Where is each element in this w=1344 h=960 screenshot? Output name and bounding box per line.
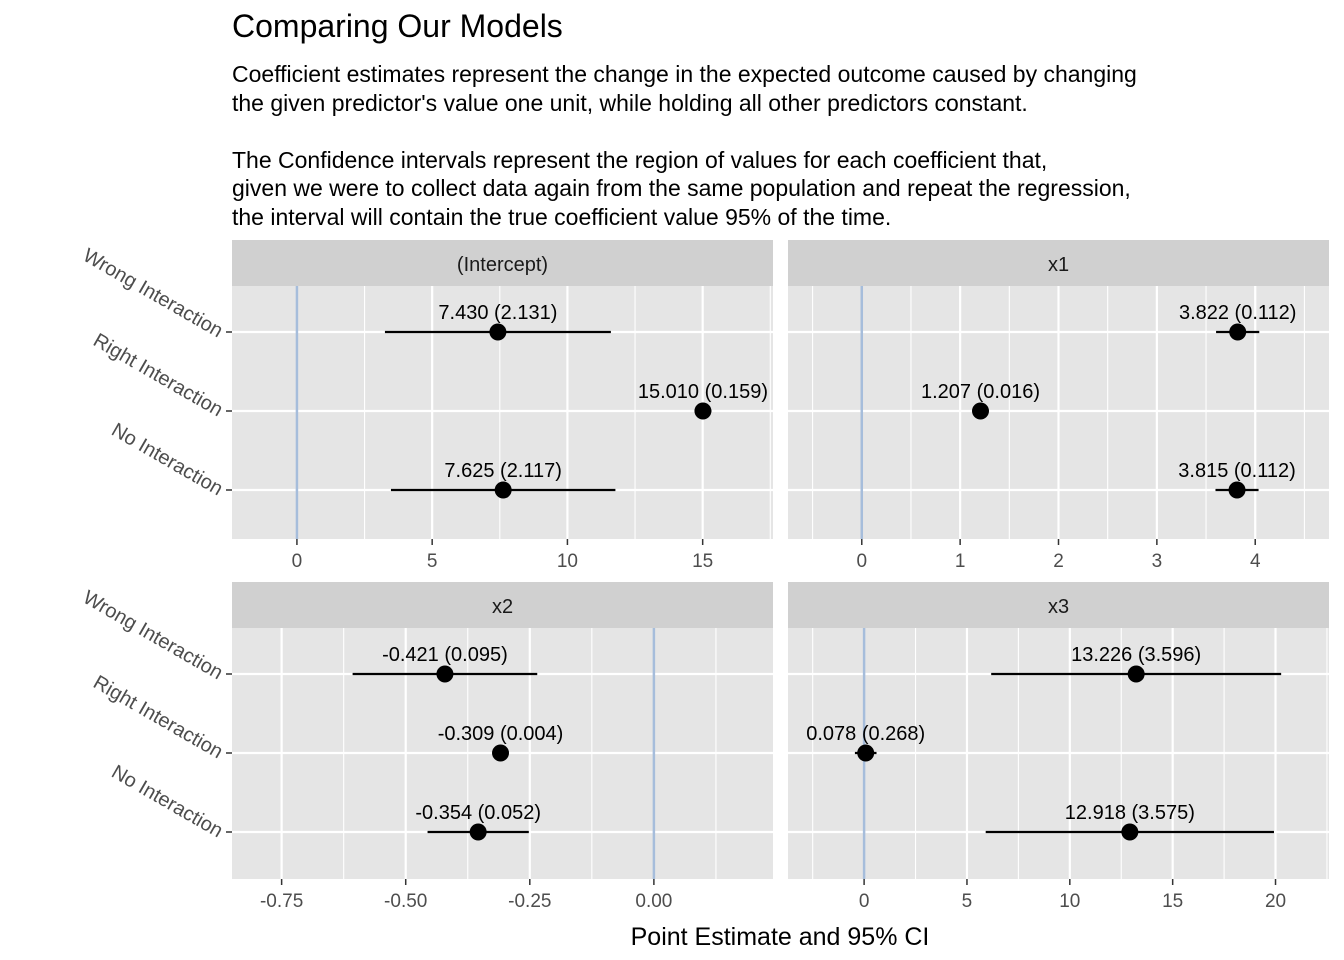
facet-strip (232, 240, 773, 286)
chart-subtitle: Coefficient estimates represent the chan… (232, 60, 1137, 231)
point-estimate (436, 665, 454, 683)
point-estimate (492, 744, 510, 762)
data-label: 12.918 (3.575) (1065, 802, 1195, 824)
x-tick-label: 3 (1152, 551, 1163, 572)
data-label: 7.625 (2.117) (444, 460, 562, 482)
y-tick-label: No Interaction (108, 419, 227, 500)
x-tick-label: 20 (1265, 891, 1286, 912)
y-tick-label: Wrong Interaction (79, 587, 226, 685)
point-estimate (694, 402, 712, 420)
subtitle-line: Coefficient estimates represent the chan… (232, 61, 1137, 87)
point-estimate (469, 823, 487, 841)
facet-title: x3 (1048, 596, 1069, 618)
x-tick-label: 2 (1053, 551, 1064, 572)
x-tick-label: -0.25 (508, 891, 551, 912)
data-label: -0.354 (0.052) (415, 802, 541, 824)
subtitle-line: given we were to collect data again from… (232, 175, 1131, 201)
point-estimate (1228, 481, 1246, 499)
data-label: 13.226 (3.596) (1071, 644, 1201, 666)
subtitle-line: the interval will contain the true coeff… (232, 203, 892, 230)
data-label: -0.309 (0.004) (438, 723, 564, 745)
x-tick-label: 15 (692, 551, 713, 572)
data-label: 1.207 (0.016) (921, 381, 1040, 403)
facet-title: x1 (1048, 254, 1069, 276)
x-tick-label: 0.00 (635, 891, 672, 912)
facet-strip (232, 582, 773, 628)
x-tick-label: 15 (1162, 891, 1183, 912)
point-estimate (1127, 665, 1145, 683)
data-label: 15.010 (0.159) (638, 381, 768, 403)
facet-title: x2 (492, 596, 513, 618)
x-tick-label: 4 (1250, 551, 1261, 572)
point-estimate (489, 323, 507, 341)
facet-title: (Intercept) (457, 254, 548, 276)
point-estimate (971, 402, 989, 420)
x-tick-label: 0 (856, 551, 867, 572)
x-tick-label: 0 (859, 891, 870, 912)
x-axis-title: Point Estimate and 95% CI (631, 923, 930, 951)
facet-strip (788, 240, 1329, 286)
data-label: 3.822 (0.112) (1179, 302, 1297, 324)
facet-strip (788, 582, 1329, 628)
point-estimate (857, 744, 875, 762)
point-estimate (1229, 323, 1247, 341)
x-tick-label: 0 (292, 551, 303, 572)
y-tick-label: Wrong Interaction (79, 245, 226, 343)
y-tick-label: Right Interaction (89, 329, 226, 421)
subtitle-line: The Confidence intervals represent the r… (232, 146, 1048, 173)
data-label: 7.430 (2.131) (438, 302, 557, 324)
x-tick-label: 1 (955, 551, 966, 572)
x-tick-label: 10 (557, 551, 578, 572)
data-label: 3.815 (0.112) (1178, 460, 1296, 482)
point-estimate (1121, 823, 1139, 841)
x-tick-label: -0.75 (260, 891, 303, 912)
y-tick-label: Right Interaction (89, 671, 226, 763)
y-tick-label: No Interaction (108, 761, 227, 842)
subtitle-line: the given predictor's value one unit, wh… (232, 89, 1028, 116)
x-tick-label: 5 (962, 891, 973, 912)
x-tick-label: 5 (427, 551, 438, 572)
data-label: -0.421 (0.095) (382, 644, 508, 666)
chart-title: Comparing Our Models (232, 8, 563, 44)
point-estimate (494, 481, 512, 499)
x-tick-label: -0.50 (384, 891, 427, 912)
data-label: 0.078 (0.268) (806, 723, 925, 745)
x-tick-label: 10 (1059, 891, 1080, 912)
